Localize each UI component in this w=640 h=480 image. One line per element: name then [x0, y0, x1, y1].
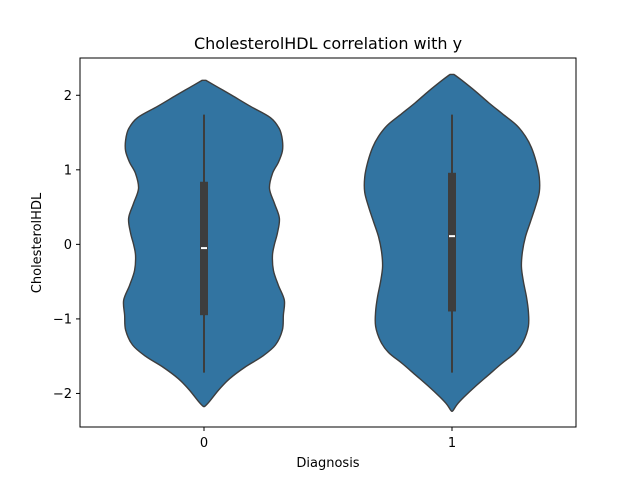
boxes-layer: [200, 114, 456, 373]
x-axis-label: Diagnosis: [296, 456, 359, 471]
plot-frame: [79, 57, 577, 428]
iqr-box-1: [448, 172, 456, 312]
y-tick-label: 2: [64, 89, 72, 104]
x-tick-label: 0: [200, 436, 208, 451]
x-tick-label: 1: [448, 436, 456, 451]
y-tick-label: −1: [53, 312, 72, 327]
y-tick-label: 0: [64, 238, 72, 253]
y-tick-label: −2: [53, 387, 72, 402]
y-tick-label: 1: [64, 163, 72, 178]
chart-title: CholesterolHDL correlation with y: [194, 34, 462, 53]
y-axis-ticks: −2 −1 0 1 2: [53, 89, 80, 402]
y-axis-label: CholesterolHDL: [30, 192, 45, 293]
